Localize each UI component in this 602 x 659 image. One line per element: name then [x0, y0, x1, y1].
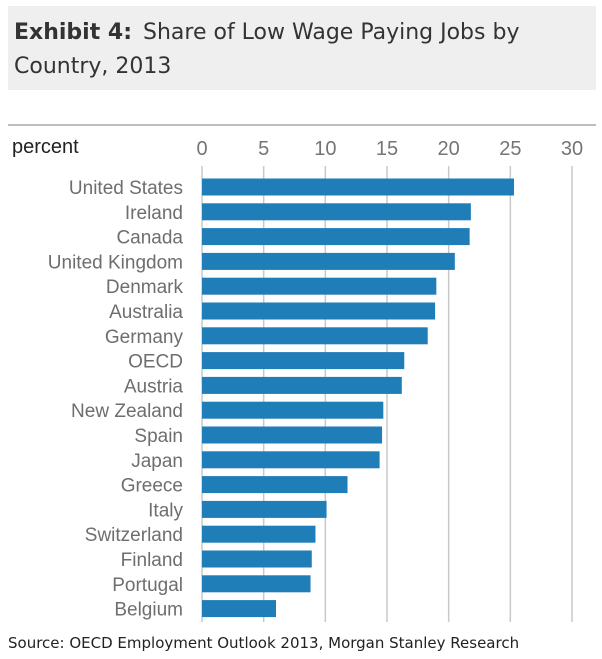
bar [202, 178, 515, 196]
bar [202, 252, 455, 270]
category-label: Canada [116, 228, 183, 249]
bar [202, 525, 316, 543]
bar [202, 401, 384, 419]
category-label: Switzerland [85, 525, 183, 546]
chart-header: Exhibit 4: Share of Low Wage Paying Jobs… [8, 6, 596, 90]
bar [202, 550, 312, 568]
category-label: Austria [124, 376, 184, 397]
category-label: Finland [121, 550, 183, 571]
bar [202, 327, 428, 345]
category-label: United Kingdom [48, 252, 183, 273]
x-tick-label: 15 [376, 138, 398, 160]
exhibit-label: Exhibit 4: [14, 20, 132, 45]
x-tick-label: 10 [314, 138, 336, 160]
chart-area: percent 0 5 10 15 20 25 30 United States Ireland C… [8, 124, 596, 628]
bar [202, 376, 402, 394]
x-tick-label: 30 [561, 138, 583, 160]
category-label: United States [69, 178, 183, 199]
category-label: Italy [148, 500, 183, 521]
category-label: OECD [128, 352, 183, 373]
category-label: New Zealand [71, 401, 183, 422]
category-label: Australia [109, 302, 183, 323]
unit-label: percent [12, 136, 79, 158]
bar [202, 302, 436, 320]
x-tick-label: 5 [258, 138, 269, 160]
bar [202, 277, 437, 295]
bar-chart: percent 0 5 10 15 20 25 30 United States Ireland C… [12, 136, 583, 622]
x-tick-label: 0 [196, 138, 207, 160]
bar [202, 426, 383, 444]
bar [202, 451, 380, 469]
category-label: Spain [134, 426, 183, 447]
category-label: Portugal [112, 575, 183, 596]
category-label: Denmark [106, 277, 184, 298]
bar [202, 352, 405, 370]
category-label: Ireland [125, 203, 183, 224]
bar [202, 575, 311, 593]
category-label: Greece [121, 476, 183, 497]
bar [202, 228, 470, 246]
category-label: Germany [105, 327, 184, 348]
x-tick-label: 20 [438, 138, 460, 160]
category-label: Belgium [114, 600, 183, 621]
category-label: Japan [131, 451, 183, 472]
source-note: Source: OECD Employment Outlook 2013, Mo… [8, 634, 520, 652]
bar [202, 476, 348, 494]
bar [202, 500, 327, 518]
bar [202, 600, 276, 618]
bar [202, 203, 471, 221]
chart-title: Share of Low Wage Paying Jobs by Country… [14, 20, 520, 79]
x-tick-label: 25 [499, 138, 521, 160]
